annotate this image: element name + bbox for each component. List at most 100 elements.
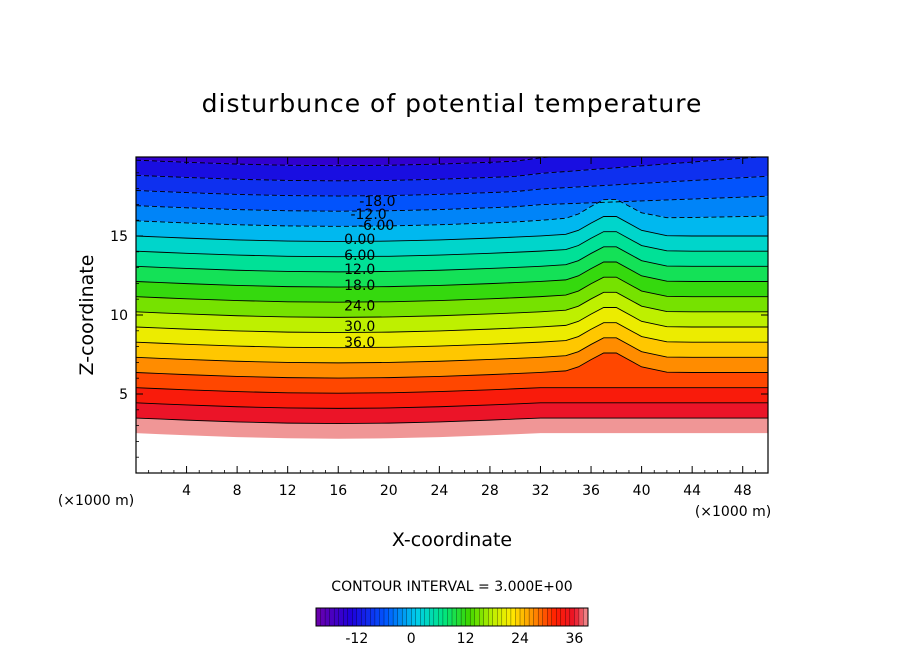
x-tick-label: 24 xyxy=(430,483,448,499)
contour-line xyxy=(136,195,768,212)
colorbar-cell xyxy=(506,607,512,627)
colorbar-cell xyxy=(411,607,417,627)
colorbar-cell xyxy=(392,607,399,627)
colorbar-cell xyxy=(483,607,489,627)
contour-band xyxy=(136,199,768,242)
contour-band xyxy=(136,261,768,303)
contour-band xyxy=(136,292,768,333)
colorbar-tick-label: 24 xyxy=(511,631,529,647)
colorbar-cell xyxy=(320,607,326,627)
x-tick-label: 4 xyxy=(182,483,191,499)
colorbar-cell xyxy=(488,607,494,627)
contour-label: 30.0 xyxy=(344,319,375,335)
x-tick-label: 16 xyxy=(329,483,347,499)
colorbar-cell xyxy=(465,607,471,627)
contour-line xyxy=(136,216,768,242)
x-tick-label: 12 xyxy=(279,483,297,499)
contour-band xyxy=(136,231,768,272)
contour-label: -12.0 xyxy=(350,207,386,223)
contour-line xyxy=(136,417,768,424)
contour-line xyxy=(136,387,768,394)
colorbar-frame xyxy=(315,607,589,627)
colorbar-cell xyxy=(397,607,403,627)
x-tick-label: 40 xyxy=(633,483,651,499)
contour-line xyxy=(136,175,768,197)
contour-band xyxy=(136,307,768,348)
colorbar-cell xyxy=(338,607,344,627)
colorbar-cell xyxy=(474,607,480,627)
contour-line xyxy=(136,322,768,349)
contour-band xyxy=(136,196,768,227)
colorbar-cell xyxy=(370,607,376,627)
colorbar-cell xyxy=(447,607,453,627)
colorbar-cell xyxy=(383,607,389,627)
contour-line xyxy=(136,231,768,258)
contour-line xyxy=(136,246,768,273)
colorbar-cell xyxy=(388,607,394,627)
y-tick-label: 5 xyxy=(119,387,128,403)
contour-band xyxy=(136,246,768,288)
colorbar-cell xyxy=(406,607,412,627)
contour-interval: CONTOUR INTERVAL = 3.000E+00 xyxy=(331,579,572,595)
colorbar-cell xyxy=(433,607,439,627)
colorbar-cell xyxy=(329,607,335,627)
colorbar-tick-label: 36 xyxy=(565,631,583,647)
colorbar-cell xyxy=(560,607,566,627)
x-tick-label: 48 xyxy=(734,483,752,499)
contour-line xyxy=(136,352,768,379)
contour-label: 6.00 xyxy=(344,248,375,264)
colorbar-cell xyxy=(324,607,331,627)
contour-label: 0.00 xyxy=(344,232,375,248)
contour-band xyxy=(136,353,768,394)
x-tick-label: 8 xyxy=(233,483,242,499)
contour-label: 36.0 xyxy=(344,335,375,351)
chart-title: disturbunce of potential temperature xyxy=(202,89,703,118)
colorbar-cell xyxy=(460,607,467,627)
colorbar-cell xyxy=(379,607,385,627)
colorbar-cell xyxy=(361,607,367,627)
contour-lines xyxy=(136,157,768,424)
colorbar-cell xyxy=(551,607,557,627)
colorbar-cell xyxy=(415,607,421,627)
colorbar-cell xyxy=(442,607,448,627)
x-tick-label: 20 xyxy=(380,483,398,499)
colorbar-cell xyxy=(569,607,575,627)
colorbar-cell xyxy=(547,607,553,627)
colorbar-cell xyxy=(479,607,485,627)
colorbar-cell xyxy=(429,607,435,627)
colorbar-cell xyxy=(501,607,507,627)
colorbar-cell xyxy=(347,607,353,627)
contour-label: 18.0 xyxy=(344,278,375,294)
contour-line xyxy=(136,276,768,303)
y-tick-label: 10 xyxy=(110,308,128,324)
colorbar-cell xyxy=(451,607,457,627)
colorbar-cell xyxy=(515,607,521,627)
contour-line xyxy=(136,261,768,288)
contour-label: 24.0 xyxy=(344,299,375,315)
colorbar-cell xyxy=(497,607,503,627)
contour-label: 12.0 xyxy=(344,262,375,278)
colorbar-cell xyxy=(510,607,516,627)
colorbar-cell xyxy=(542,607,548,627)
colorbar-cell xyxy=(352,607,358,627)
contour-label: -18.0 xyxy=(359,194,395,210)
colorbar-cell xyxy=(565,607,571,627)
colorbar-cell xyxy=(401,607,408,627)
contour-band xyxy=(136,216,768,257)
colorbar-cell xyxy=(469,607,476,627)
colorbar-cell xyxy=(424,607,430,627)
colorbar-cell xyxy=(456,607,462,627)
colorbar-cell xyxy=(315,607,321,627)
contour-band xyxy=(136,157,760,181)
x-tick-label: 44 xyxy=(683,483,701,499)
x-unit-right: (×1000 m) xyxy=(695,504,771,520)
colorbar-tick-label: -12 xyxy=(345,631,368,647)
colorbar-tick-label: 0 xyxy=(407,631,416,647)
contour-band xyxy=(136,277,768,318)
contour-band xyxy=(136,337,768,379)
contour-band xyxy=(136,176,768,212)
contour-field xyxy=(136,157,768,439)
colorbar-cell xyxy=(528,607,535,627)
